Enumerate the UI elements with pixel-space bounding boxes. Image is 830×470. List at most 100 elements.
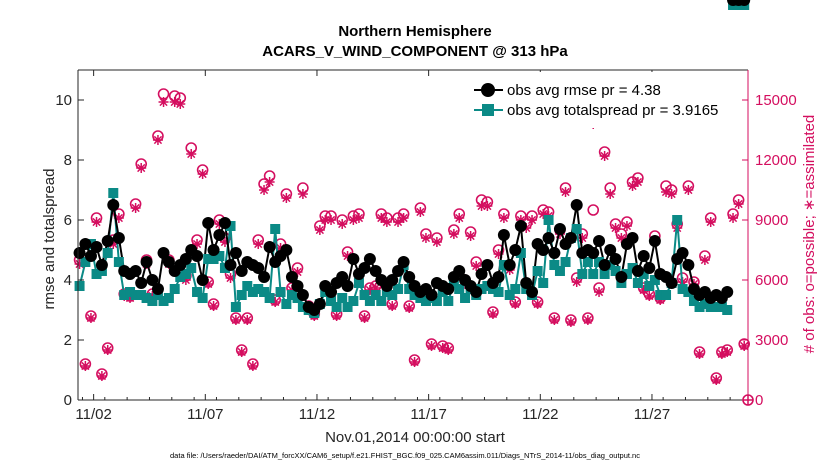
y-right-tick-label: 6000: [755, 272, 788, 289]
spread-marker: [677, 284, 688, 294]
rmse-marker: [296, 289, 309, 301]
rmse-marker: [90, 241, 103, 253]
rmse-marker: [363, 253, 376, 265]
spread-marker: [644, 281, 655, 291]
spread-marker: [683, 287, 694, 297]
spread-marker: [554, 266, 565, 276]
rmse-marker: [403, 271, 416, 283]
rmse-marker: [146, 274, 159, 286]
x-tick-label: 11/17: [410, 406, 446, 423]
assimilated-obs-marker: [203, 279, 214, 289]
legend-marker-rmse: [481, 83, 495, 97]
assimilated-obs-marker: [705, 217, 716, 227]
rmse-marker: [73, 247, 86, 259]
spread-marker: [476, 284, 487, 294]
spread-marker: [454, 284, 465, 294]
spread-marker: [348, 296, 359, 306]
assimilated-obs-marker: [74, 259, 85, 269]
spread-marker: [225, 221, 236, 231]
spread-marker: [158, 296, 169, 306]
y-left-tick-label: 4: [64, 272, 72, 289]
assimilated-obs-marker: [125, 293, 136, 303]
assimilated-obs-marker: [364, 285, 375, 295]
spread-marker: [102, 248, 113, 258]
y-right-tick-label: 9000: [755, 212, 788, 229]
y-axis-left-label: rmse and totalspread: [41, 169, 58, 310]
line-series: [73, 0, 751, 318]
assimilated-obs-marker: [393, 217, 404, 227]
spread-marker: [532, 266, 543, 276]
rmse-marker: [548, 247, 561, 259]
assimilated-obs-marker: [739, 341, 750, 351]
rmse-marker: [112, 232, 125, 244]
spread-marker: [560, 257, 571, 267]
spread-marker: [186, 263, 197, 273]
spread-marker: [163, 293, 174, 303]
assimilated-obs-marker: [493, 249, 504, 259]
spread-marker: [711, 302, 722, 312]
spread-marker: [599, 269, 610, 279]
rmse-marker: [101, 235, 114, 247]
assimilated-obs-marker: [96, 371, 107, 381]
spread-marker: [236, 290, 247, 300]
assimilated-obs-marker: [733, 199, 744, 209]
spread-marker: [627, 263, 638, 273]
assimilated-obs-marker: [219, 237, 230, 247]
assimilated-obs-marker: [242, 315, 253, 325]
spread-marker: [705, 302, 716, 312]
rmse-marker: [637, 250, 650, 262]
assimilated-obs-marker: [353, 213, 364, 223]
y-left-tick-label: 10: [55, 92, 72, 109]
spread-marker: [404, 284, 415, 294]
spread-marker: [538, 278, 549, 288]
spread-marker: [393, 284, 404, 294]
assimilated-obs-marker: [326, 215, 337, 225]
spread-marker: [688, 296, 699, 306]
rmse-marker: [79, 238, 92, 250]
spread-marker: [147, 296, 158, 306]
assimilated-obs-marker: [169, 97, 180, 107]
assimilated-obs-marker: [180, 275, 191, 285]
spread-marker: [649, 275, 660, 285]
rmse-marker: [84, 250, 97, 262]
assimilated-obs-marker: [197, 169, 208, 179]
assimilated-obs-marker: [582, 315, 593, 325]
rmse-marker: [497, 229, 510, 241]
assimilated-obs-marker: [594, 287, 605, 297]
rmse-marker: [453, 265, 466, 277]
spread-marker: [431, 296, 442, 306]
spread-marker: [571, 224, 582, 234]
spread-marker: [175, 272, 186, 282]
assimilated-obs-marker: [208, 301, 219, 311]
x-tick-label: 11/02: [75, 406, 111, 423]
rmse-marker: [570, 199, 583, 211]
rmse-marker: [207, 244, 220, 256]
assimilated-obs-marker: [175, 99, 186, 109]
rmse-marker: [598, 259, 611, 271]
rmse-marker: [191, 250, 204, 262]
rmse-marker: [425, 289, 438, 301]
assimilated-obs-marker: [152, 135, 163, 145]
assimilated-obs-marker: [699, 255, 710, 265]
spread-marker: [699, 299, 710, 309]
assimilated-obs-marker: [158, 97, 169, 107]
spread-marker: [364, 296, 375, 306]
x-tick-label: 11/07: [187, 406, 223, 423]
x-tick-label: 11/22: [522, 406, 558, 423]
assimilated-obs-marker: [431, 237, 442, 247]
assimilated-obs-marker: [571, 277, 582, 287]
assimilated-obs-marker: [381, 217, 392, 227]
assimilated-obs-marker: [565, 317, 576, 327]
assimilated-obs-marker: [560, 187, 571, 197]
spread-marker: [242, 281, 253, 291]
rmse-marker: [369, 265, 382, 277]
rmse-marker: [676, 247, 689, 259]
rmse-marker: [442, 283, 455, 295]
rmse-marker: [392, 265, 405, 277]
assimilated-obs-marker: [694, 349, 705, 359]
spread-marker: [493, 287, 504, 297]
assimilated-obs-marker: [577, 233, 588, 243]
assimilated-obs-marker: [711, 375, 722, 385]
spread-marker: [192, 287, 203, 297]
